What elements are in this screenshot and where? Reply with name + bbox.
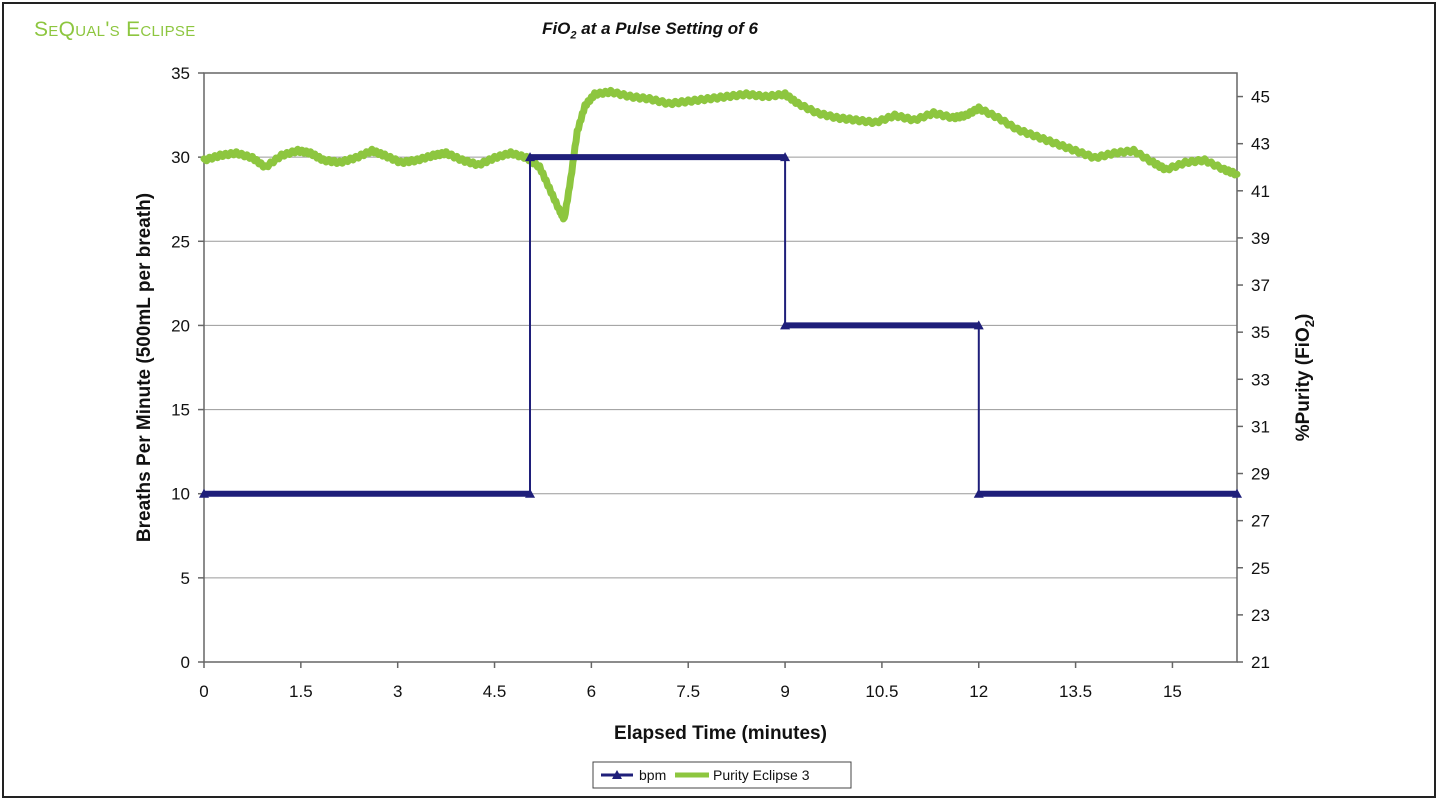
series-layer <box>199 86 1242 498</box>
right-axis-title-subscript: 2 <box>1302 320 1317 327</box>
y2-tick-label: 23 <box>1251 606 1270 625</box>
x-tick-label: 1.5 <box>289 682 313 701</box>
y2-tick-label: 37 <box>1251 276 1270 295</box>
x-tick-label: 4.5 <box>483 682 507 701</box>
series-bpm-point <box>973 488 984 498</box>
x-tick-label: 0 <box>199 682 208 701</box>
left-axis-title: Breaths Per Minute (500mL per breath) <box>134 193 155 542</box>
series-bpm-point <box>525 152 536 162</box>
series-bpm-line-thin <box>204 156 1237 495</box>
series-bpm-point <box>199 488 209 498</box>
chart-title-main: FiO <box>542 19 571 38</box>
legend-marker-bpm <box>612 770 622 779</box>
series-bpm-point <box>780 320 791 330</box>
chart-title-suffix: at a Pulse Setting of 6 <box>576 19 758 38</box>
y2-tick-label: 45 <box>1251 88 1270 107</box>
right-axis-ticks: 21 23 25 27 29 31 33 35 37 39 41 43 45 <box>1237 88 1270 672</box>
y2-tick-label: 27 <box>1251 512 1270 531</box>
y2-tick-label: 29 <box>1251 465 1270 484</box>
legend-label-purity: Purity Eclipse 3 <box>713 767 810 783</box>
chart-title-subscript: 2 <box>570 29 577 42</box>
y2-tick-label: 31 <box>1251 417 1270 436</box>
x-tick-label: 15 <box>1163 682 1182 701</box>
x-tick-label: 13.5 <box>1059 682 1092 701</box>
series-bpm-point <box>973 320 984 330</box>
x-tick-label: 3 <box>393 682 402 701</box>
legend-box <box>592 761 852 789</box>
y2-tick-label: 25 <box>1251 559 1270 578</box>
right-axis-title-main: %Purity (FiO <box>1293 327 1314 441</box>
legend-label-bpm: bpm <box>639 767 666 783</box>
series-purity-eclipse-3-line <box>200 86 1241 223</box>
x-axis-ticks: 0 1.5 3 4.5 6 7.5 9 10.5 12 13.5 15 <box>199 662 1182 701</box>
brand-text: SeQual's Eclipse <box>34 18 196 41</box>
y-tick-label: 0 <box>181 653 190 672</box>
y-tick-label: 35 <box>171 64 190 83</box>
y2-tick-label: 35 <box>1251 323 1270 342</box>
plot-area <box>203 72 1238 663</box>
series-bpm-point <box>525 488 536 498</box>
y2-tick-label: 33 <box>1251 370 1270 389</box>
right-axis-title-suffix: ) <box>1293 314 1314 320</box>
y-tick-label: 5 <box>181 569 190 588</box>
gridlines <box>204 156 1237 579</box>
series-bpm-point <box>1232 488 1242 498</box>
y2-tick-label: 39 <box>1251 229 1270 248</box>
y-tick-label: 15 <box>171 401 190 420</box>
left-axis-ticks: 0 5 10 15 20 25 30 35 <box>171 64 204 672</box>
y-tick-label: 10 <box>171 485 190 504</box>
legend: bpm Purity Eclipse 3 <box>592 761 852 789</box>
chart-title: FiO2 at a Pulse Setting of 6 <box>400 19 900 41</box>
brand-logo: SeQual's Eclipse <box>34 18 196 42</box>
series-bpm-point <box>780 152 791 162</box>
x-tick-label: 9 <box>780 682 789 701</box>
y2-tick-label: 43 <box>1251 135 1270 154</box>
y-tick-label: 20 <box>171 316 190 335</box>
y-tick-label: 30 <box>171 148 190 167</box>
y2-tick-label: 21 <box>1251 653 1270 672</box>
x-tick-label: 10.5 <box>865 682 898 701</box>
x-axis-title: Elapsed Time (minutes) <box>614 723 827 744</box>
y-tick-label: 25 <box>171 232 190 251</box>
x-tick-label: 7.5 <box>676 682 700 701</box>
x-tick-label: 12 <box>969 682 988 701</box>
y2-tick-label: 41 <box>1251 182 1270 201</box>
right-axis-title: %Purity (FiO2) <box>1293 314 1317 442</box>
x-tick-label: 6 <box>587 682 596 701</box>
